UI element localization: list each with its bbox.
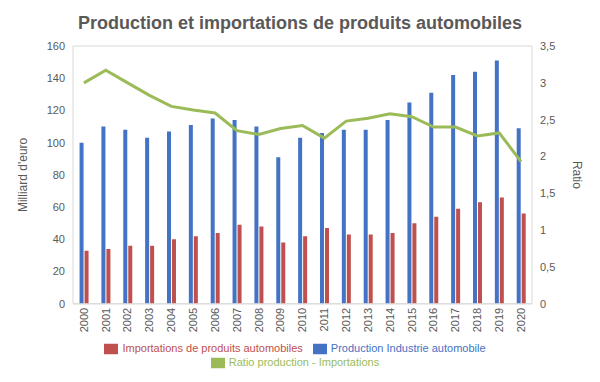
svg-text:2005: 2005	[187, 308, 199, 332]
svg-text:2006: 2006	[209, 308, 221, 332]
html-text:Production Industrie automobil: Production Industrie automobile	[330, 341, 486, 354]
svg-text:1: 1	[540, 224, 546, 236]
svg-text:2008: 2008	[253, 308, 265, 332]
svg-text:2020: 2020	[515, 308, 527, 332]
svg-text:0: 0	[59, 298, 65, 310]
svg-text:2010: 2010	[296, 308, 308, 332]
svg-text:1,5: 1,5	[540, 187, 555, 199]
svg-text:140: 140	[47, 72, 65, 84]
svg-text:3: 3	[540, 77, 546, 89]
svg-text:80: 80	[53, 169, 65, 181]
svg-text:2001: 2001	[100, 308, 112, 332]
svg-text:2016: 2016	[427, 308, 439, 332]
html-text:Ratio production - Importation: Ratio production - Importations	[228, 355, 380, 368]
svg-text:40: 40	[53, 233, 65, 245]
svg-text:Ratio: Ratio	[570, 161, 584, 189]
svg-text:2014: 2014	[384, 308, 396, 332]
svg-text:2011: 2011	[318, 308, 330, 332]
html-text:Production et importations de: Production et importations de produits a…	[78, 13, 522, 33]
svg-text:0: 0	[540, 298, 546, 310]
svg-text:2018: 2018	[471, 308, 483, 332]
svg-text:0,5: 0,5	[540, 261, 555, 273]
svg-text:2,5: 2,5	[540, 114, 555, 126]
svg-text:160: 160	[47, 40, 65, 52]
svg-text:3,5: 3,5	[540, 40, 555, 52]
svg-text:Milliard d'euro: Milliard d'euro	[16, 137, 30, 212]
svg-text:2015: 2015	[406, 308, 418, 332]
html-text:Importations de produits autom: Importations de produits automobiles	[122, 341, 303, 354]
svg-text:2017: 2017	[449, 308, 461, 332]
svg-text:2: 2	[540, 150, 546, 162]
svg-text:20: 20	[53, 265, 65, 277]
svg-text:100: 100	[47, 137, 65, 149]
svg-text:2003: 2003	[143, 308, 155, 332]
svg-text:2007: 2007	[231, 308, 243, 332]
svg-text:2004: 2004	[165, 308, 177, 332]
svg-text:60: 60	[53, 201, 65, 213]
svg-text:2019: 2019	[493, 308, 505, 332]
svg-text:2000: 2000	[78, 308, 90, 332]
svg-text:120: 120	[47, 104, 65, 116]
svg-text:2002: 2002	[121, 308, 133, 332]
svg-text:2012: 2012	[340, 308, 352, 332]
svg-text:2009: 2009	[274, 308, 286, 332]
svg-text:2013: 2013	[362, 308, 374, 332]
